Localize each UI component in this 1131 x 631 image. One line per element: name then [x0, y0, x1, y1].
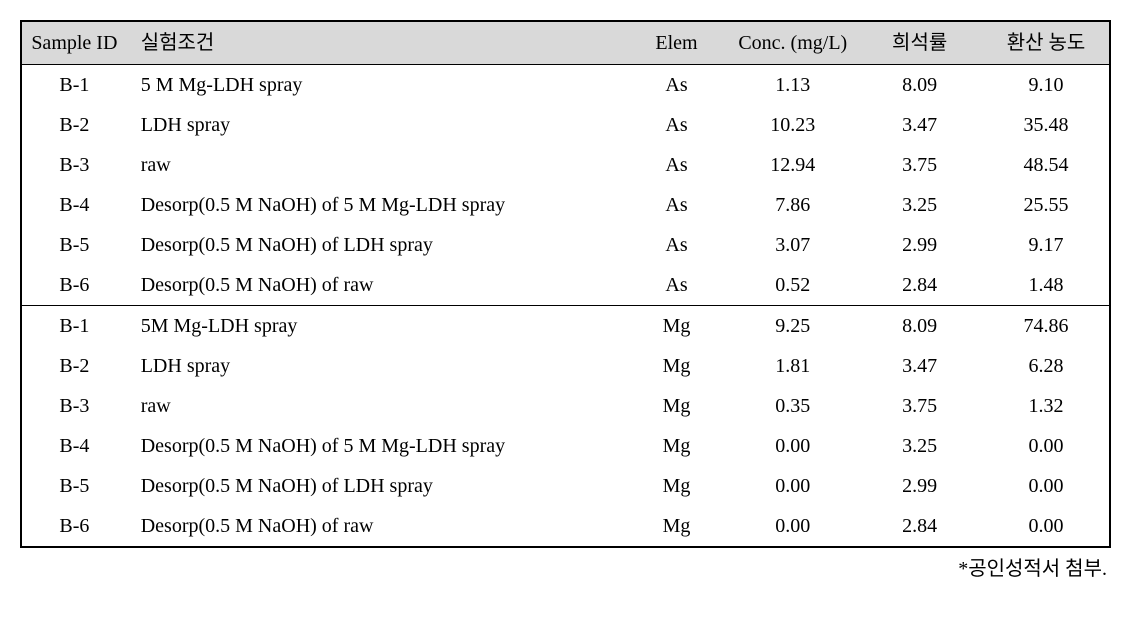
cell-dilution: 2.99 [856, 466, 983, 506]
cell-elem: As [624, 225, 730, 265]
cell-elem: As [624, 65, 730, 106]
footnote-text: *공인성적서 첨부. [20, 552, 1111, 581]
cell-sample-id: B-2 [21, 105, 127, 145]
cell-calculated: 9.17 [983, 225, 1110, 265]
cell-calculated: 1.48 [983, 265, 1110, 306]
cell-conc: 3.07 [729, 225, 856, 265]
cell-conc: 0.35 [729, 386, 856, 426]
cell-conc: 0.00 [729, 506, 856, 547]
cell-calculated: 48.54 [983, 145, 1110, 185]
cell-conc: 0.00 [729, 426, 856, 466]
cell-sample-id: B-5 [21, 225, 127, 265]
cell-elem: As [624, 265, 730, 306]
cell-calculated: 1.32 [983, 386, 1110, 426]
cell-calculated: 9.10 [983, 65, 1110, 106]
header-condition: 실험조건 [127, 21, 624, 65]
cell-dilution: 8.09 [856, 65, 983, 106]
cell-elem: Mg [624, 346, 730, 386]
cell-sample-id: B-3 [21, 386, 127, 426]
cell-calculated: 0.00 [983, 426, 1110, 466]
header-dilution: 희석률 [856, 21, 983, 65]
cell-condition: raw [127, 386, 624, 426]
table-row: B-15 M Mg-LDH sprayAs1.138.099.10 [21, 65, 1110, 106]
cell-condition: LDH spray [127, 105, 624, 145]
cell-elem: As [624, 105, 730, 145]
cell-sample-id: B-1 [21, 65, 127, 106]
cell-condition: Desorp(0.5 M NaOH) of LDH spray [127, 225, 624, 265]
cell-condition: 5 M Mg-LDH spray [127, 65, 624, 106]
cell-dilution: 2.84 [856, 265, 983, 306]
cell-condition: Desorp(0.5 M NaOH) of 5 M Mg-LDH spray [127, 185, 624, 225]
cell-conc: 9.25 [729, 306, 856, 347]
cell-condition: Desorp(0.5 M NaOH) of raw [127, 265, 624, 306]
cell-dilution: 3.47 [856, 105, 983, 145]
cell-sample-id: B-5 [21, 466, 127, 506]
cell-conc: 1.81 [729, 346, 856, 386]
table-header: Sample ID 실험조건 Elem Conc. (mg/L) 희석률 환산 … [21, 21, 1110, 65]
cell-calculated: 35.48 [983, 105, 1110, 145]
table-row: B-15M Mg-LDH sprayMg9.258.0974.86 [21, 306, 1110, 347]
cell-elem: Mg [624, 426, 730, 466]
table-row: B-4Desorp(0.5 M NaOH) of 5 M Mg-LDH spra… [21, 426, 1110, 466]
cell-sample-id: B-2 [21, 346, 127, 386]
cell-dilution: 3.75 [856, 386, 983, 426]
cell-sample-id: B-6 [21, 265, 127, 306]
cell-dilution: 3.25 [856, 185, 983, 225]
cell-conc: 0.00 [729, 466, 856, 506]
header-row: Sample ID 실험조건 Elem Conc. (mg/L) 희석률 환산 … [21, 21, 1110, 65]
cell-condition: LDH spray [127, 346, 624, 386]
cell-dilution: 3.47 [856, 346, 983, 386]
cell-dilution: 2.84 [856, 506, 983, 547]
cell-conc: 7.86 [729, 185, 856, 225]
cell-conc: 10.23 [729, 105, 856, 145]
cell-elem: As [624, 145, 730, 185]
table-row: B-2LDH sprayAs10.233.4735.48 [21, 105, 1110, 145]
cell-calculated: 25.55 [983, 185, 1110, 225]
cell-elem: Mg [624, 506, 730, 547]
cell-condition: Desorp(0.5 M NaOH) of LDH spray [127, 466, 624, 506]
cell-conc: 0.52 [729, 265, 856, 306]
table-row: B-3rawMg0.353.751.32 [21, 386, 1110, 426]
cell-condition: raw [127, 145, 624, 185]
cell-elem: Mg [624, 306, 730, 347]
cell-dilution: 8.09 [856, 306, 983, 347]
cell-conc: 1.13 [729, 65, 856, 106]
cell-calculated: 0.00 [983, 466, 1110, 506]
cell-calculated: 74.86 [983, 306, 1110, 347]
cell-dilution: 2.99 [856, 225, 983, 265]
data-table-wrapper: Sample ID 실험조건 Elem Conc. (mg/L) 희석률 환산 … [20, 20, 1111, 581]
table-row: B-4Desorp(0.5 M NaOH) of 5 M Mg-LDH spra… [21, 185, 1110, 225]
header-calculated: 환산 농도 [983, 21, 1110, 65]
cell-condition: 5M Mg-LDH spray [127, 306, 624, 347]
cell-condition: Desorp(0.5 M NaOH) of 5 M Mg-LDH spray [127, 426, 624, 466]
header-sample-id: Sample ID [21, 21, 127, 65]
results-table: Sample ID 실험조건 Elem Conc. (mg/L) 희석률 환산 … [20, 20, 1111, 548]
cell-calculated: 0.00 [983, 506, 1110, 547]
cell-elem: As [624, 185, 730, 225]
cell-sample-id: B-3 [21, 145, 127, 185]
cell-sample-id: B-4 [21, 185, 127, 225]
cell-calculated: 6.28 [983, 346, 1110, 386]
cell-sample-id: B-4 [21, 426, 127, 466]
cell-elem: Mg [624, 466, 730, 506]
cell-elem: Mg [624, 386, 730, 426]
cell-dilution: 3.25 [856, 426, 983, 466]
table-body: B-15 M Mg-LDH sprayAs1.138.099.10B-2LDH … [21, 65, 1110, 548]
cell-sample-id: B-6 [21, 506, 127, 547]
cell-sample-id: B-1 [21, 306, 127, 347]
cell-conc: 12.94 [729, 145, 856, 185]
table-row: B-3rawAs12.943.7548.54 [21, 145, 1110, 185]
cell-condition: Desorp(0.5 M NaOH) of raw [127, 506, 624, 547]
table-row: B-2LDH sprayMg1.813.476.28 [21, 346, 1110, 386]
table-row: B-6Desorp(0.5 M NaOH) of rawMg0.002.840.… [21, 506, 1110, 547]
table-row: B-5Desorp(0.5 M NaOH) of LDH sprayAs3.07… [21, 225, 1110, 265]
header-conc: Conc. (mg/L) [729, 21, 856, 65]
header-elem: Elem [624, 21, 730, 65]
table-row: B-6Desorp(0.5 M NaOH) of rawAs0.522.841.… [21, 265, 1110, 306]
cell-dilution: 3.75 [856, 145, 983, 185]
table-row: B-5Desorp(0.5 M NaOH) of LDH sprayMg0.00… [21, 466, 1110, 506]
